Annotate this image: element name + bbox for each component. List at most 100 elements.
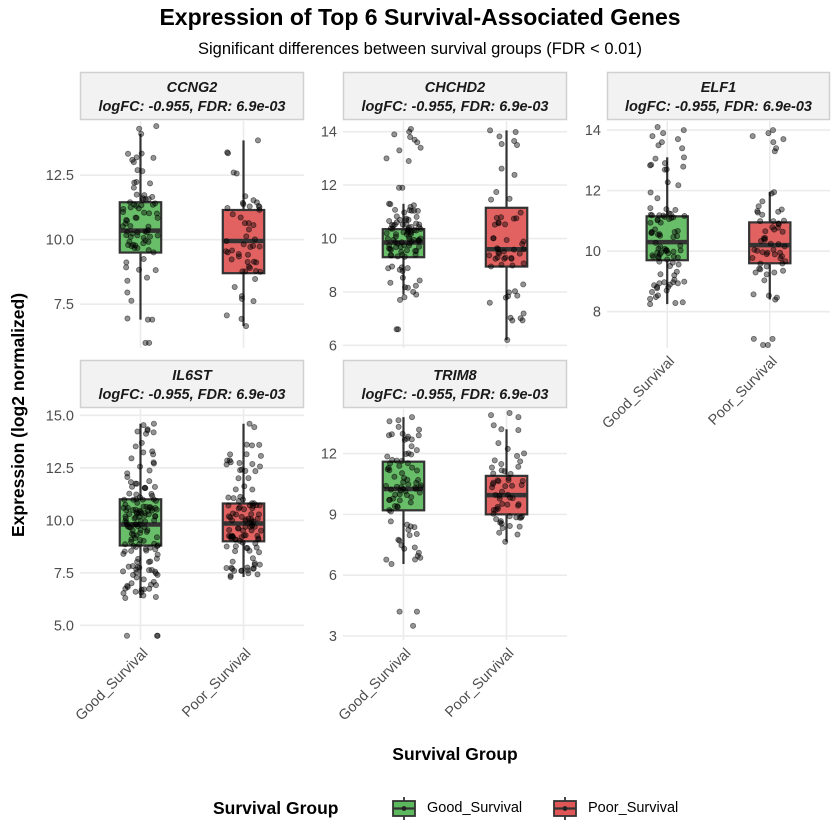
data-point [521,450,528,457]
data-point [680,163,687,170]
data-point [677,242,684,249]
data-point [765,130,772,137]
data-point [654,195,661,202]
y-tick-label: 8 [329,285,337,301]
data-point [498,461,505,468]
data-point [251,424,258,431]
data-point [403,215,410,222]
data-point [414,552,421,559]
data-point [144,274,151,281]
data-point [243,451,250,458]
data-point [138,439,145,446]
data-point [664,179,671,186]
data-point [235,251,242,258]
data-point [136,266,143,273]
data-point [223,238,230,245]
data-point [399,274,406,281]
data-point [249,555,256,562]
data-point [398,457,405,464]
data-point [128,536,135,543]
data-point [491,457,498,464]
data-point [152,546,159,553]
data-point [499,488,506,495]
data-point [762,228,769,235]
data-point [122,513,129,520]
data-point [667,263,674,270]
facet-stats-label: logFC: -0.955, FDR: 6.9e-03 [362,99,549,115]
data-point [761,277,768,284]
legend-point [562,806,568,811]
data-point [401,253,408,260]
data-point [664,256,671,263]
data-point [245,226,252,233]
data-point [252,468,259,475]
data-point [140,240,147,247]
data-point [254,137,261,144]
data-point [137,527,144,534]
facet-stats-label: logFC: -0.955, FDR: 6.9e-03 [99,387,286,403]
data-point [764,341,771,348]
legend: Survival Group Good_Survival Poor_Surviv… [213,797,678,820]
data-point [515,414,522,421]
data-point [498,261,505,268]
data-point [503,236,510,243]
jitter-points [119,123,161,346]
data-point [504,336,511,343]
legend-key-good-survival [392,797,416,820]
data-point [124,315,131,322]
data-point [671,272,678,279]
legend-point [401,806,407,811]
data-point [413,608,420,615]
data-point [488,412,495,419]
data-point [404,265,411,272]
data-point [133,214,140,221]
y-tick-label: 10 [585,244,601,260]
data-point [145,238,152,245]
data-point [152,513,159,520]
data-point [130,496,137,503]
data-point [672,299,679,306]
data-point [779,228,786,235]
data-point [388,561,395,568]
data-point [134,229,141,236]
data-point [149,193,156,200]
data-point [229,565,236,572]
data-point [393,213,400,220]
data-point [153,123,160,130]
data-point [757,260,764,267]
data-point [228,256,235,263]
data-point [125,150,132,157]
data-point [130,241,137,248]
facet-strip [79,359,305,409]
data-point [152,582,159,589]
data-point [516,250,523,257]
data-point [120,206,127,213]
y-tick-label: 12.5 [46,168,74,184]
data-point [777,255,784,262]
data-point [674,136,681,143]
data-point [144,427,151,434]
data-point [647,219,654,226]
data-point [136,541,143,548]
data-point [395,417,402,424]
data-point [140,422,147,429]
data-point [675,261,682,268]
data-point [505,293,512,300]
data-point [250,500,257,507]
data-point [140,234,147,241]
jitter-points [383,126,424,333]
y-tick-label: 7.5 [54,566,74,582]
data-point [397,296,404,303]
data-point [233,511,240,518]
data-point [250,298,257,305]
data-point [383,556,390,563]
facet-strip [342,359,568,409]
data-point [498,141,505,148]
data-point [680,127,687,134]
data-point [241,483,248,490]
data-point [257,268,264,275]
data-point [757,266,764,273]
data-point [770,139,777,146]
data-point [781,243,788,250]
data-point [520,238,527,245]
